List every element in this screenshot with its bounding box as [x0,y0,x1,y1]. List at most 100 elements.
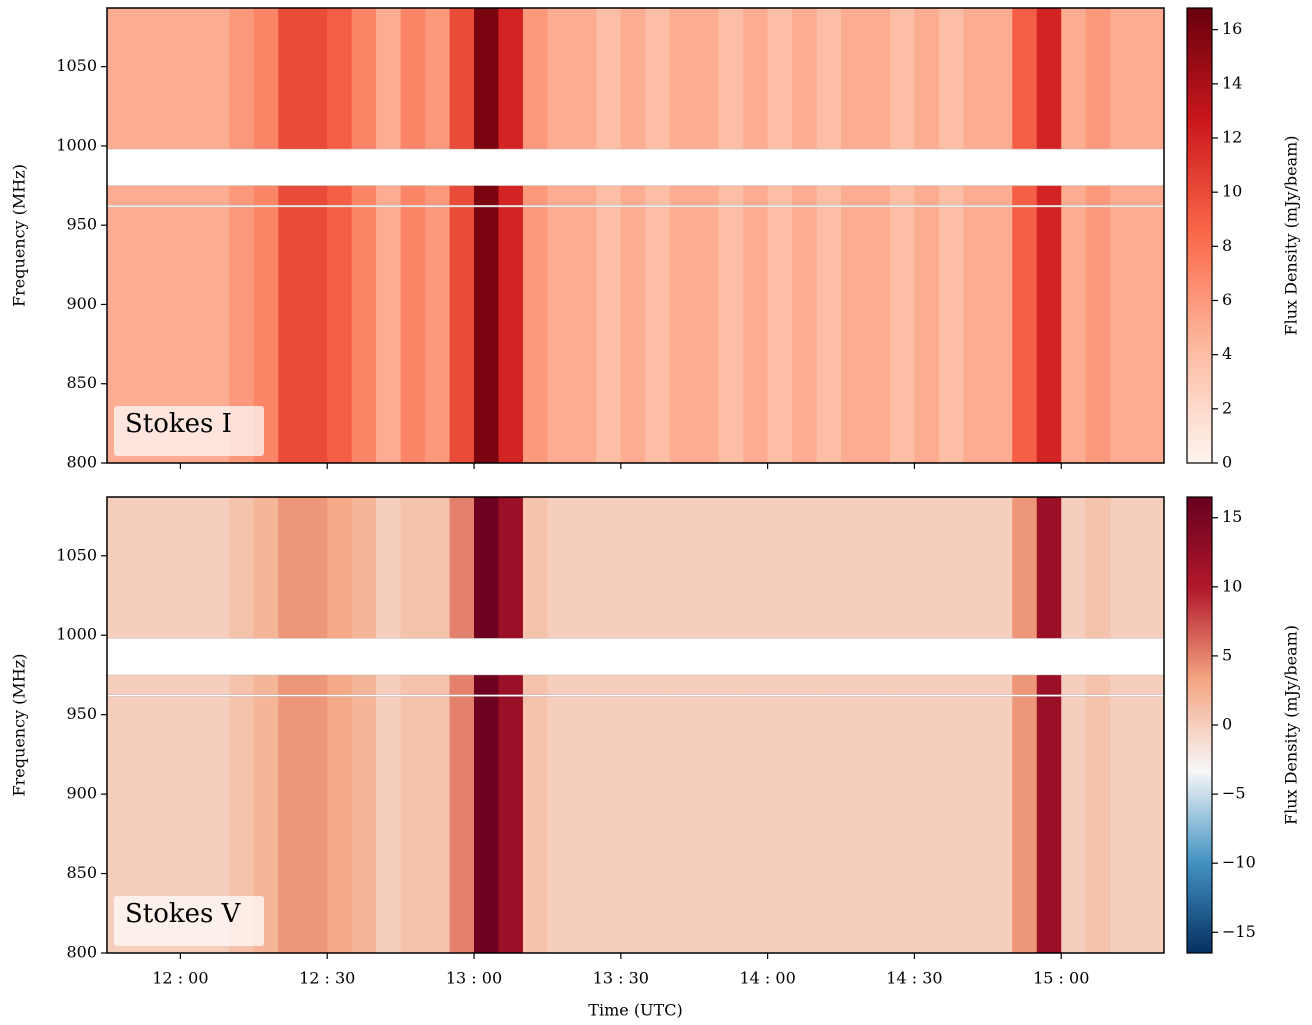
heat-cell [914,497,940,953]
heat-cell [425,497,451,953]
y-tick-label: 1050 [56,56,97,75]
heat-cell [841,8,866,463]
heat-cell [376,8,402,463]
heat-cell [547,497,573,953]
heat-cell [253,8,279,463]
heat-cell [792,497,818,953]
heat-cell [302,497,328,953]
heat-cell [620,8,646,463]
heat-cell [302,8,328,463]
y-axis-label: Frequency (MHz) [10,654,29,797]
heat-cell [743,497,769,953]
colorbar-tick-label: 0 [1222,715,1232,734]
colorbar-label: Flux Density (mJy/beam) [1282,625,1301,825]
colorbar-tick-label: 10 [1222,182,1242,201]
heat-cell [938,8,964,463]
masked-band [106,694,1165,697]
heat-cell [645,497,671,953]
heat-cell [400,8,426,463]
heat-cell [351,8,377,463]
heat-cell [743,8,769,463]
heat-cell [767,497,793,953]
heat-cell [229,497,255,953]
masked-band [106,205,1165,208]
heat-cell [1085,497,1111,953]
colorbar [1186,496,1213,954]
heat-cell [131,497,157,953]
heat-cell [1110,497,1136,953]
heat-cell [498,497,524,953]
heat-cell [694,497,720,953]
heat-cell [669,8,695,463]
heat-cell [180,8,206,463]
heat-cell [718,8,744,463]
heat-cell [1012,8,1038,463]
heat-cell [498,8,524,463]
heat-cell [987,497,1013,953]
heat-cell [987,8,1013,463]
x-tick-label: 13 : 30 [593,969,649,988]
heat-cell [1134,497,1160,953]
heat-cell [180,497,206,953]
colorbar-tick-label: 8 [1222,236,1232,255]
heat-cell [474,497,499,953]
annotation-box [114,896,264,946]
heat-cell [107,8,132,463]
heat-cell [889,497,915,953]
heat-cell [155,8,181,463]
x-tick-label: 12 : 30 [299,969,355,988]
y-axis-label: Frequency (MHz) [10,164,29,307]
heat-cell [718,497,744,953]
colorbar-tick-label: 5 [1222,645,1232,664]
colorbar-tick-label: 4 [1222,344,1232,363]
colorbar-tick-label: 16 [1222,19,1242,38]
heat-cell [1134,8,1160,463]
heat-cell [963,497,989,953]
y-tick-label: 1000 [56,135,97,154]
colorbar-tick-label: −5 [1222,784,1246,803]
colorbar [1186,7,1213,464]
heat-cell [131,8,157,463]
heat-cell [474,8,499,463]
heat-cell [449,8,475,463]
heat-cell [204,497,230,953]
heat-cell [1036,497,1062,953]
heat-cell [1036,8,1062,463]
colorbar-tick-label: 15 [1222,507,1242,526]
heat-cell [596,8,622,463]
x-tick-label: 13 : 00 [446,969,502,988]
heat-cell [767,8,793,463]
y-tick-label: 950 [66,215,97,234]
heat-cell [1110,8,1136,463]
heat-cell [865,8,891,463]
colorbar-tick-label: 12 [1222,128,1242,147]
colorbar-tick-label: −10 [1222,853,1256,872]
heat-cell [425,8,451,463]
heat-cell [669,497,695,953]
heat-cell [327,497,353,953]
y-tick-label: 850 [66,373,97,392]
heat-cell [155,497,181,953]
plot-frame [106,496,1165,954]
heat-cell [1012,497,1038,953]
heat-cell [620,497,646,953]
heat-cell [522,8,548,463]
heat-cell [1159,8,1165,463]
colorbar-tick-label: 2 [1222,398,1232,417]
heat-cell [522,497,548,953]
heat-cell [645,8,671,463]
heat-cell [792,8,818,463]
heat-cell [596,497,622,953]
heat-cell [327,8,353,463]
y-tick-label: 950 [66,704,97,723]
colorbar-label: Flux Density (mJy/beam) [1282,135,1301,335]
heat-cell [400,497,426,953]
heat-cell [841,497,866,953]
heat-cell [1061,8,1087,463]
x-tick-label: 14 : 00 [739,969,795,988]
heat-cell [547,8,573,463]
y-tick-label: 900 [66,294,97,313]
heat-cell [914,8,940,463]
x-tick-label: 14 : 30 [886,969,942,988]
